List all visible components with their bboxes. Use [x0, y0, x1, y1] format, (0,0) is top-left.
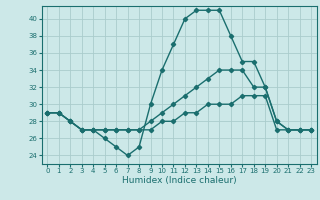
X-axis label: Humidex (Indice chaleur): Humidex (Indice chaleur) — [122, 176, 236, 185]
